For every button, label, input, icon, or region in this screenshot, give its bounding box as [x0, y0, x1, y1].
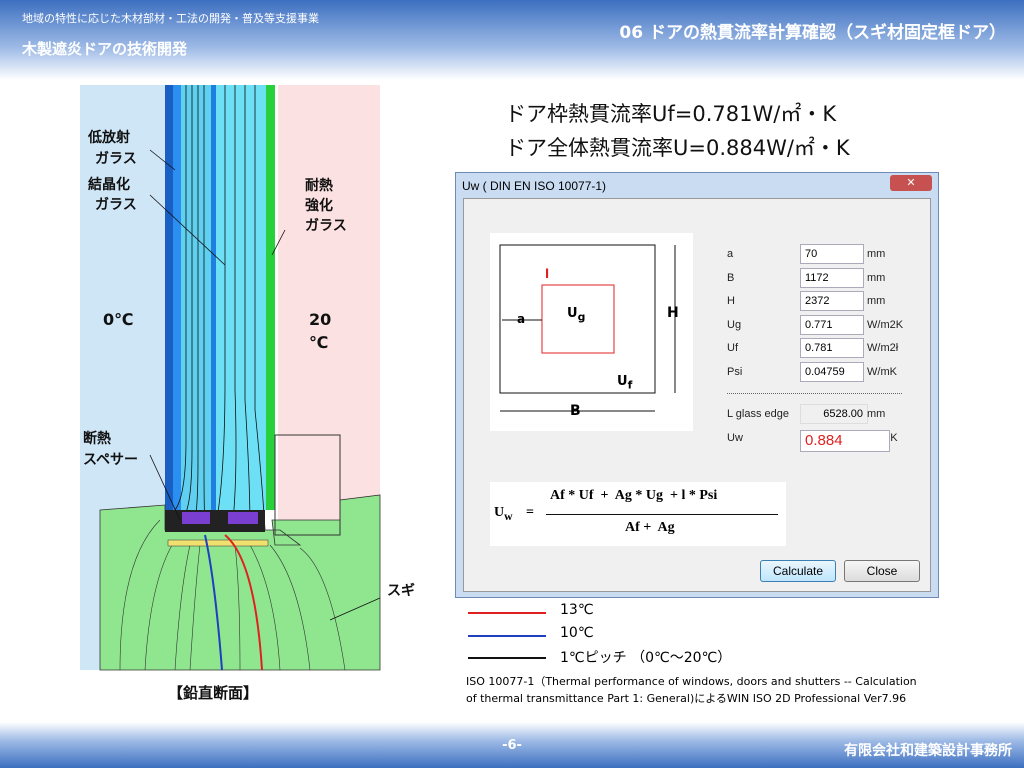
- field-label: Uf: [727, 342, 738, 354]
- footer-band: [0, 722, 1024, 768]
- calculate-button[interactable]: Calculate: [760, 560, 836, 582]
- field-value: 2372: [800, 291, 864, 311]
- label: ガラス: [95, 197, 137, 213]
- field-value: 0.781: [800, 338, 864, 358]
- legend-label: 10℃: [560, 624, 594, 641]
- field-label: L glass edge: [727, 408, 789, 420]
- field-value: 70: [800, 244, 864, 264]
- field-label: B: [727, 271, 735, 284]
- diagram-label: Uf: [617, 374, 633, 392]
- legend-line: [468, 612, 546, 614]
- label: ガラス: [305, 218, 347, 234]
- label: スギ: [387, 583, 415, 599]
- uw-value: 0.884: [800, 430, 890, 452]
- label: ℃: [309, 333, 329, 352]
- label: 断熱: [83, 431, 111, 447]
- diagram-label: B: [570, 403, 581, 419]
- field-unit: mm: [867, 408, 886, 420]
- result: ドア全体熱貫流率U=0.884W/㎡・K: [505, 136, 850, 160]
- result: ドア枠熱貫流率Uf=0.781W/㎡・K: [505, 102, 837, 126]
- field-label: a: [727, 248, 734, 260]
- field-unit: mm: [867, 271, 886, 284]
- legend-label: 1℃ピッチ （0℃～20℃）: [560, 650, 732, 666]
- field-unit: mm: [867, 295, 886, 307]
- program: 地域の特性に応じた木材部材・工法の開発・普及等支援事業: [22, 12, 319, 25]
- legend-label: 13℃: [560, 602, 594, 618]
- label: 耐熱: [305, 178, 333, 194]
- field-unit: W/m2K: [867, 318, 904, 331]
- diagram-label: H: [667, 305, 679, 321]
- label: 0℃: [103, 310, 134, 329]
- label: ガラス: [95, 151, 137, 167]
- diagram-label: Ug: [567, 306, 586, 324]
- field-unit: W/m2ł: [867, 342, 899, 354]
- diagram-label: l: [545, 267, 550, 281]
- field-label: Ug: [727, 318, 742, 331]
- slide-title: 06 ドアの熱貫流率計算確認（スギ材固定框ドア）: [619, 23, 1006, 43]
- label: 強化: [305, 198, 333, 214]
- label: 低放射: [88, 130, 130, 146]
- field-value: 1172: [800, 267, 864, 288]
- note: ISO 10077-1（Thermal performance of windo…: [466, 675, 917, 688]
- legend-line: [468, 634, 546, 637]
- close-button[interactable]: Close: [844, 560, 920, 582]
- label: 20: [309, 310, 332, 329]
- formula: Uw = Af * Uf + Ag * Ug + l * Psi Af + Ag: [490, 482, 786, 546]
- close-icon[interactable]: ✕: [890, 175, 932, 191]
- field-unit: mm: [867, 248, 886, 260]
- field-unit: W/mK: [867, 365, 897, 378]
- diagram-label: a: [517, 312, 526, 326]
- note: of thermal transmittance Part 1: General…: [466, 692, 907, 705]
- label: 結晶化: [88, 177, 130, 193]
- field-value: 0.771: [800, 314, 864, 335]
- caption: 【鉛直断面】: [168, 684, 259, 702]
- field-value: 6528.00: [800, 404, 868, 424]
- field-value: 0.04759: [800, 361, 864, 382]
- field-label: Uw: [727, 432, 743, 444]
- legend-line: [468, 657, 546, 659]
- dialog-title: Uw ( DIN EN ISO 10077-1): [462, 179, 607, 193]
- label: スペサー: [83, 452, 139, 468]
- separator: [727, 393, 902, 394]
- field-label: Psi: [727, 365, 743, 378]
- uw-diagram: [490, 233, 693, 431]
- field-label: H: [727, 295, 735, 307]
- header-band: [0, 0, 1024, 80]
- page-number: -6-: [502, 738, 522, 753]
- project: 木製遮炎ドアの技術開発: [22, 40, 188, 58]
- company: 有限会社和建築設計事務所: [844, 743, 1012, 759]
